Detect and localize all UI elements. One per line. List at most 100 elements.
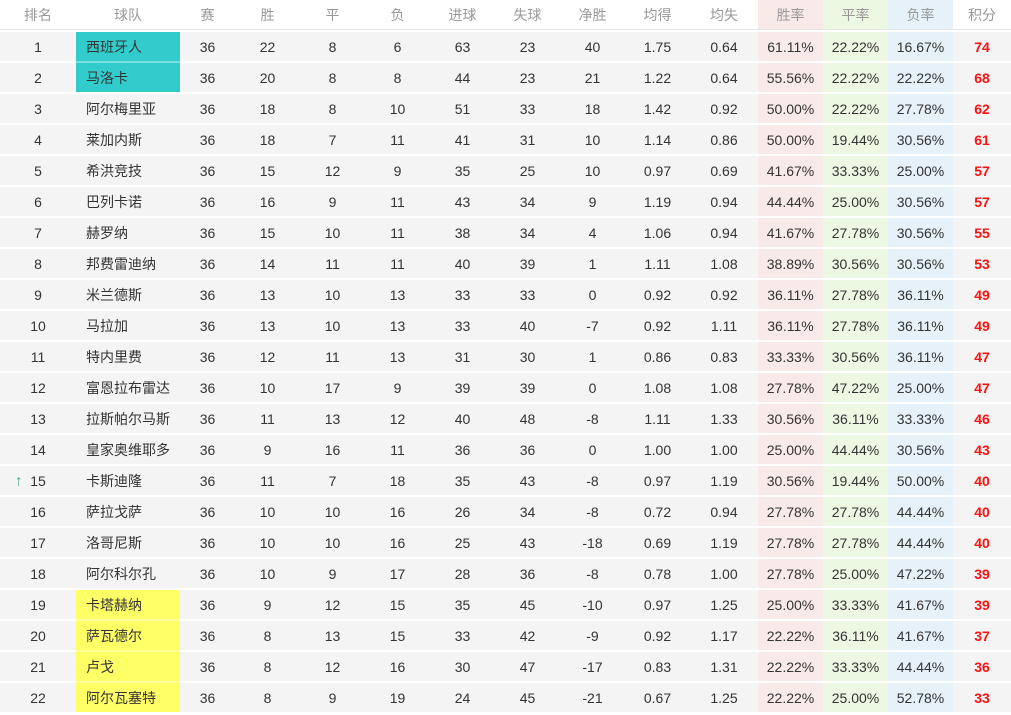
- cell-goals_against: 34: [519, 193, 536, 210]
- cell-goals_against: 31: [519, 131, 536, 148]
- cell-draws: 10: [324, 224, 341, 241]
- cell-goals_for: 24: [454, 689, 471, 706]
- rank-number: 8: [34, 255, 42, 272]
- cell-draw_rate: 33.33%: [823, 590, 888, 619]
- table-row: 12 富恩拉布雷达 36 10 17 9 39 39 0 1.08 1.08 27.78% 47.22%…: [0, 373, 1011, 402]
- cell-goals_against: 36: [519, 565, 536, 582]
- cell-team[interactable]: 萨瓦德尔: [76, 619, 180, 650]
- cell-avg_conceded: 1.08: [710, 255, 738, 272]
- cell-draws: 10: [324, 503, 341, 520]
- cell-avg_scored: 0.92: [643, 317, 672, 334]
- cell-rank: 18: [0, 559, 76, 588]
- cell-losses: 6: [393, 38, 402, 55]
- table-row: 7 赫罗纳 36 15 10 11 38 34 4 1.06 0.94 41.67% 27.78% 30.…: [0, 218, 1011, 247]
- cell-played: 36: [199, 255, 216, 272]
- cell-losses: 11: [390, 224, 405, 241]
- cell-team[interactable]: 邦费雷迪纳: [86, 255, 156, 272]
- table-row: 18 阿尔科尔孔 36 10 9 17 28 36 -8 0.78 1.00 27.78% 25.00%…: [0, 559, 1011, 588]
- cell-goals_against: 45: [519, 689, 536, 706]
- cell-wins: 11: [260, 410, 275, 427]
- cell-draw_rate: 36.11%: [823, 404, 888, 433]
- cell-played: 36: [199, 565, 216, 582]
- cell-rank: 20: [0, 621, 76, 650]
- cell-draws: 12: [324, 596, 341, 613]
- cell-team[interactable]: 富恩拉布雷达: [86, 379, 170, 396]
- rank-number: 14: [30, 441, 46, 458]
- cell-avg_scored: 1.08: [643, 379, 672, 396]
- table-row: ↑ 15 卡斯迪隆 36 11 7 18 35 43 -8 0.97 1.19 30.56% 19.44%…: [0, 466, 1011, 495]
- cell-loss_rate: 52.78%: [888, 683, 953, 712]
- cell-win_rate: 22.22%: [758, 683, 823, 712]
- cell-wins: 8: [263, 658, 272, 675]
- table-row: 17 洛哥尼斯 36 10 10 16 25 43 -18 0.69 1.19 27.78% 27.78…: [0, 528, 1011, 557]
- cell-team[interactable]: 西班牙人: [76, 32, 180, 61]
- cell-team[interactable]: 赫罗纳: [86, 224, 128, 241]
- cell-team[interactable]: 莱加内斯: [86, 131, 142, 148]
- cell-played: 36: [199, 472, 216, 489]
- cell-points: 43: [974, 441, 990, 458]
- cell-points: 36: [974, 658, 990, 675]
- cell-team[interactable]: 马洛卡: [76, 61, 180, 92]
- cell-goals_against: 23: [519, 38, 536, 55]
- cell-draws: 9: [328, 565, 337, 582]
- cell-team[interactable]: 巴列卡诺: [86, 193, 142, 210]
- cell-goals_for: 30: [454, 658, 471, 675]
- cell-team[interactable]: 阿尔梅里亚: [86, 100, 156, 117]
- cell-losses: 19: [389, 689, 406, 706]
- cell-avg_conceded: 1.19: [710, 472, 738, 489]
- cell-team[interactable]: 拉斯帕尔马斯: [86, 410, 170, 427]
- cell-goals_against: 34: [519, 503, 536, 520]
- cell-wins: 15: [259, 162, 276, 179]
- cell-team[interactable]: 阿尔瓦塞特: [76, 681, 180, 712]
- cell-played: 36: [199, 596, 216, 613]
- table-row: 20 萨瓦德尔 36 8 13 15 33 42 -9 0.92 1.17 22.22% 36.11% 4…: [0, 619, 1011, 650]
- column-header-played: 赛: [200, 6, 215, 23]
- cell-played: 36: [199, 317, 216, 334]
- cell-draws: 7: [328, 472, 337, 489]
- cell-draw_rate: 22.22%: [823, 63, 888, 92]
- cell-team[interactable]: 萨拉戈萨: [86, 503, 142, 520]
- cell-goal_diff: -9: [586, 627, 599, 644]
- cell-goals_against: 33: [519, 100, 536, 117]
- cell-team[interactable]: 阿尔科尔孔: [86, 565, 156, 582]
- cell-avg_conceded: 0.64: [710, 38, 738, 55]
- cell-goals_against: 45: [519, 596, 536, 613]
- cell-avg_conceded: 1.00: [710, 441, 738, 458]
- cell-losses: 18: [389, 472, 406, 489]
- cell-wins: 15: [259, 224, 276, 241]
- cell-rank: 11: [0, 342, 76, 371]
- cell-team[interactable]: 希洪竞技: [86, 162, 142, 179]
- cell-win_rate: 25.00%: [758, 435, 823, 464]
- column-header-losses: 负: [390, 6, 405, 23]
- cell-avg_conceded: 1.31: [710, 658, 738, 675]
- table-row: 6 巴列卡诺 36 16 9 11 43 34 9 1.19 0.94 44.44% 25.00% 30.…: [0, 187, 1011, 216]
- cell-team[interactable]: 米兰德斯: [86, 286, 142, 303]
- cell-team[interactable]: 特内里费: [86, 348, 142, 365]
- cell-points: 49: [974, 317, 990, 334]
- cell-goals_against: 39: [519, 255, 536, 272]
- cell-win_rate: 22.22%: [758, 652, 823, 681]
- cell-loss_rate: 30.56%: [888, 187, 953, 216]
- cell-goals_against: 34: [519, 224, 536, 241]
- cell-loss_rate: 30.56%: [888, 218, 953, 247]
- cell-goals_for: 33: [454, 627, 471, 644]
- cell-goals_for: 39: [454, 379, 471, 396]
- cell-played: 36: [199, 503, 216, 520]
- cell-team[interactable]: 卡斯迪隆: [86, 472, 142, 489]
- table-row: 11 特内里费 36 12 11 13 31 30 1 0.86 0.83 33.33% 30.56% 3…: [0, 342, 1011, 371]
- cell-team[interactable]: 卡塔赫纳: [76, 590, 180, 619]
- cell-goals_for: 51: [454, 100, 471, 117]
- cell-team[interactable]: 马拉加: [86, 317, 128, 334]
- cell-draws: 10: [324, 534, 341, 551]
- cell-team[interactable]: 卢戈: [76, 650, 180, 681]
- cell-team[interactable]: 皇家奥维耶多: [86, 441, 170, 458]
- cell-avg_conceded: 0.94: [710, 503, 738, 520]
- cell-goal_diff: 18: [584, 100, 601, 117]
- cell-points: 47: [974, 379, 990, 396]
- cell-avg_conceded: 0.83: [710, 348, 738, 365]
- cell-draw_rate: 22.22%: [823, 32, 888, 61]
- cell-wins: 9: [263, 441, 272, 458]
- cell-points: 40: [974, 503, 990, 520]
- cell-team[interactable]: 洛哥尼斯: [86, 534, 142, 551]
- table-row: 22 阿尔瓦塞特 36 8 9 19 24 45 -21 0.67 1.25 22.22% 25.00%…: [0, 681, 1011, 712]
